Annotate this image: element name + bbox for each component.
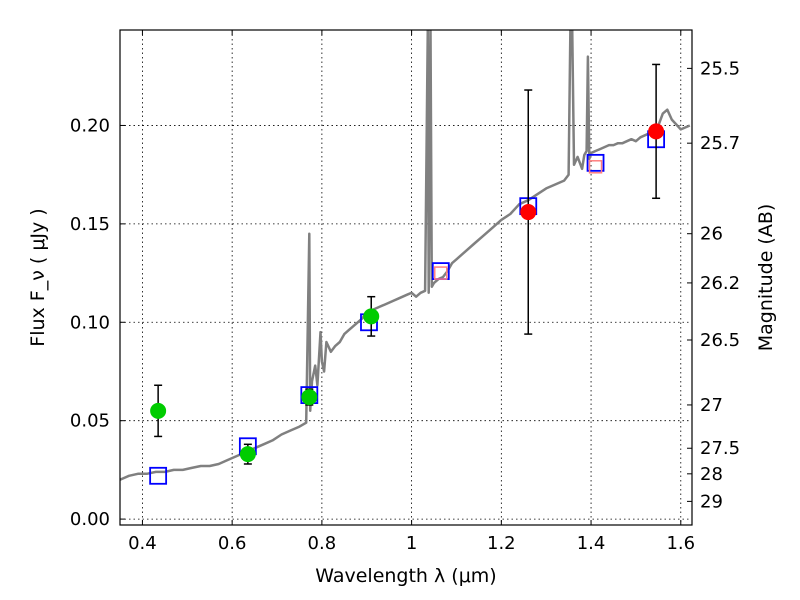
right-axis-label: Magnitude (AB) [755, 204, 777, 352]
model-spectrum-layer [120, 30, 691, 481]
right-tick-label: 25.5 [700, 58, 740, 79]
model-spectrum-line [120, 30, 691, 481]
photometry-markers [149, 63, 666, 485]
y-tick-label: 0.05 [70, 411, 110, 432]
y-axis-label: Flux F_ν ( μJy ) [27, 208, 49, 346]
filled-circle-marker [239, 446, 256, 463]
y-tick-label: 0.00 [70, 509, 110, 530]
y-tick-label: 0.10 [70, 312, 110, 333]
filled-circle-marker [648, 123, 665, 140]
x-tick-label: 0.6 [218, 533, 247, 554]
x-tick-label: 1.2 [487, 533, 516, 554]
x-tick-label: 0.4 [128, 533, 157, 554]
x-tick-label: 1.6 [666, 533, 695, 554]
x-tick-label: 0.8 [308, 533, 337, 554]
plot-frame [119, 29, 693, 526]
small-square-marker [588, 160, 603, 174]
filled-circle-marker [150, 402, 167, 419]
grid [120, 30, 692, 525]
x-tick-label: 1.4 [577, 533, 606, 554]
right-tick-label: 26.2 [700, 273, 740, 294]
right-tick-label: 27 [700, 395, 723, 416]
right-tick-label: 27.5 [700, 438, 740, 459]
right-tick-label: 28 [700, 464, 723, 485]
small-square-marker [434, 266, 448, 280]
filled-circle-marker [363, 308, 380, 325]
filled-circle-marker [520, 204, 537, 221]
axis-ticks: 0.4 0.6 0.8 1 1.2 1.4 1.6 0.00 0.05 0.10 0.15 0.20 2… [70, 30, 740, 554]
x-axis-label: Wavelength λ (μm) [315, 565, 496, 587]
y-tick-label: 0.15 [70, 214, 110, 235]
x-tick-label: 1 [406, 533, 417, 554]
filled-circle-marker [301, 389, 318, 406]
right-tick-label: 29 [700, 491, 723, 512]
right-tick-label: 26 [700, 224, 723, 245]
right-tick-label: 26.5 [700, 330, 740, 351]
open-square-marker [586, 153, 605, 172]
right-tick-label: 25.7 [700, 133, 740, 154]
y-tick-label: 0.20 [70, 115, 110, 136]
open-square-marker [149, 466, 168, 485]
